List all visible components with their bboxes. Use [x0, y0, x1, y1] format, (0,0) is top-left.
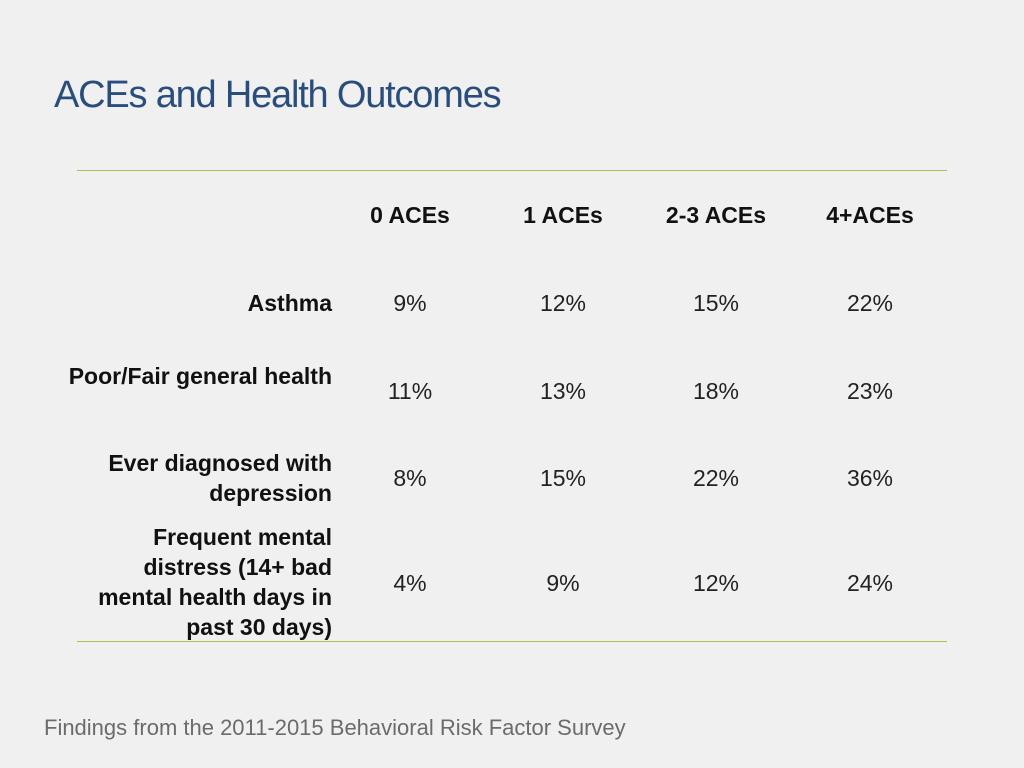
row-label: Ever diagnosed with depression	[108, 450, 332, 506]
table-cell: 4%	[393, 570, 427, 596]
table-cell: 11%	[387, 378, 433, 404]
table-cell: 22%	[846, 290, 894, 316]
table-cell: 15%	[692, 290, 740, 316]
source-footnote: Findings from the 2011-2015 Behavioral R…	[44, 715, 626, 740]
column-header-1-aces: 1 ACEs	[523, 202, 603, 228]
row-label: Frequent mental distress (14+ bad mental…	[98, 524, 332, 640]
table-cell: 8%	[393, 465, 427, 491]
row-label: Asthma	[247, 290, 332, 316]
column-header-2-3-aces: 2-3 ACEs	[665, 202, 767, 228]
row-label: Poor/Fair general health	[68, 363, 332, 389]
table-cell: 9%	[546, 570, 580, 596]
table-cell: 18%	[692, 378, 740, 404]
table-cell: 9%	[393, 290, 427, 316]
table-top-rule	[77, 170, 947, 171]
table-cell: 13%	[539, 378, 587, 404]
table-cell: 15%	[539, 465, 587, 491]
table-cell: 12%	[539, 290, 587, 316]
column-header-4plus-aces: 4+ACEs	[826, 202, 914, 228]
table-cell: 24%	[846, 570, 894, 596]
table-cell: 22%	[692, 465, 740, 491]
column-header-0-aces: 0 ACEs	[370, 202, 450, 228]
table-cell: 12%	[692, 570, 740, 596]
slide-title: ACEs and Health Outcomes	[54, 74, 502, 116]
table-cell: 23%	[846, 378, 894, 404]
table-cell: 36%	[846, 465, 894, 491]
table-bottom-rule	[77, 641, 947, 642]
